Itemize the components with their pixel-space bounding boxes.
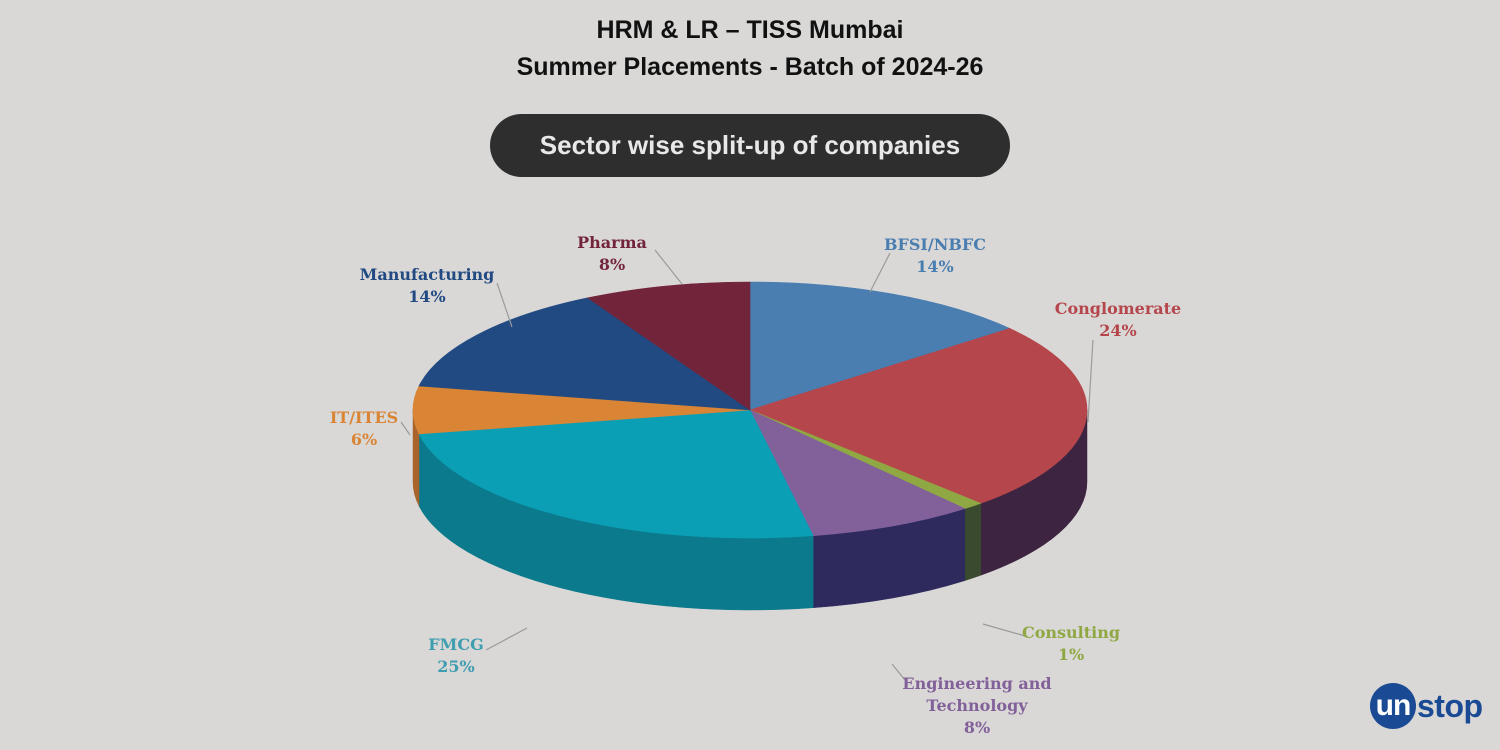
leader-line-manufacturing xyxy=(496,282,513,328)
label-manufacturing: Manufacturing 14% xyxy=(360,265,495,306)
label-value-pharma: 8% xyxy=(599,255,625,274)
label-engineering-and-technology: Engineering and Technology 8% xyxy=(902,674,1051,737)
label-value-consulting: 1% xyxy=(1058,645,1084,664)
chart-subtitle-pill: Sector wise split-up of companies xyxy=(490,114,1010,177)
pie-slice-conglomerate xyxy=(749,328,1088,504)
chart-subtitle: Sector wise split-up of companies xyxy=(539,130,961,160)
label-consulting: Consulting 1% xyxy=(1022,623,1120,664)
pie-slice-pharma xyxy=(586,281,751,411)
pie-slice-engineering-and-technology xyxy=(749,409,966,537)
pie-labels: BFSI/NBFC 14% Conglomerate 24% Consulting 1% E… xyxy=(330,233,1181,737)
pie-slice-manufacturing xyxy=(418,297,752,411)
chart-title-line1: HRM & LR – TISS Mumbai xyxy=(596,16,904,44)
label-value-engineering-and-technology: 8% xyxy=(964,718,990,737)
label-value-conglomerate: 24% xyxy=(1099,321,1136,340)
leader-line-engineering-and-technology xyxy=(891,663,906,681)
label-conglomerate: Conglomerate 24% xyxy=(1055,299,1181,340)
leader-line-bfsi-nbfc xyxy=(869,252,891,293)
leader-line-pharma xyxy=(654,249,683,285)
label-value-manufacturing: 14% xyxy=(408,287,445,306)
label-fmcg: FMCG 25% xyxy=(428,635,483,676)
chart-title-line2: Summer Placements - Batch of 2024-26 xyxy=(516,53,984,81)
unstop-logo: un stop xyxy=(1370,683,1483,729)
label-it-ites: IT/ITES 6% xyxy=(330,408,398,449)
label-pharma: Pharma 8% xyxy=(577,233,647,274)
pie-slice-it-ites xyxy=(412,385,751,435)
leader-line-conglomerate xyxy=(1087,339,1094,423)
pie-side-walls xyxy=(412,409,1088,611)
pie-side-consulting xyxy=(964,502,981,581)
logo-text: stop xyxy=(1417,687,1483,724)
logo-circle: un xyxy=(1370,683,1416,729)
label-value-it-ites: 6% xyxy=(351,430,377,449)
pie-slices xyxy=(412,281,1088,539)
pie-slice-fmcg xyxy=(418,409,814,539)
pie-slice-bfsi-nbfc xyxy=(749,281,1011,411)
leader-line-it-ites xyxy=(400,421,411,436)
label-value-fmcg: 25% xyxy=(437,657,474,676)
leader-line-consulting xyxy=(982,623,1026,637)
label-bfsi-nbfc: BFSI/NBFC 14% xyxy=(884,235,986,276)
leader-line-fmcg xyxy=(485,627,528,651)
label-value-bfsi-nbfc: 14% xyxy=(916,257,953,276)
